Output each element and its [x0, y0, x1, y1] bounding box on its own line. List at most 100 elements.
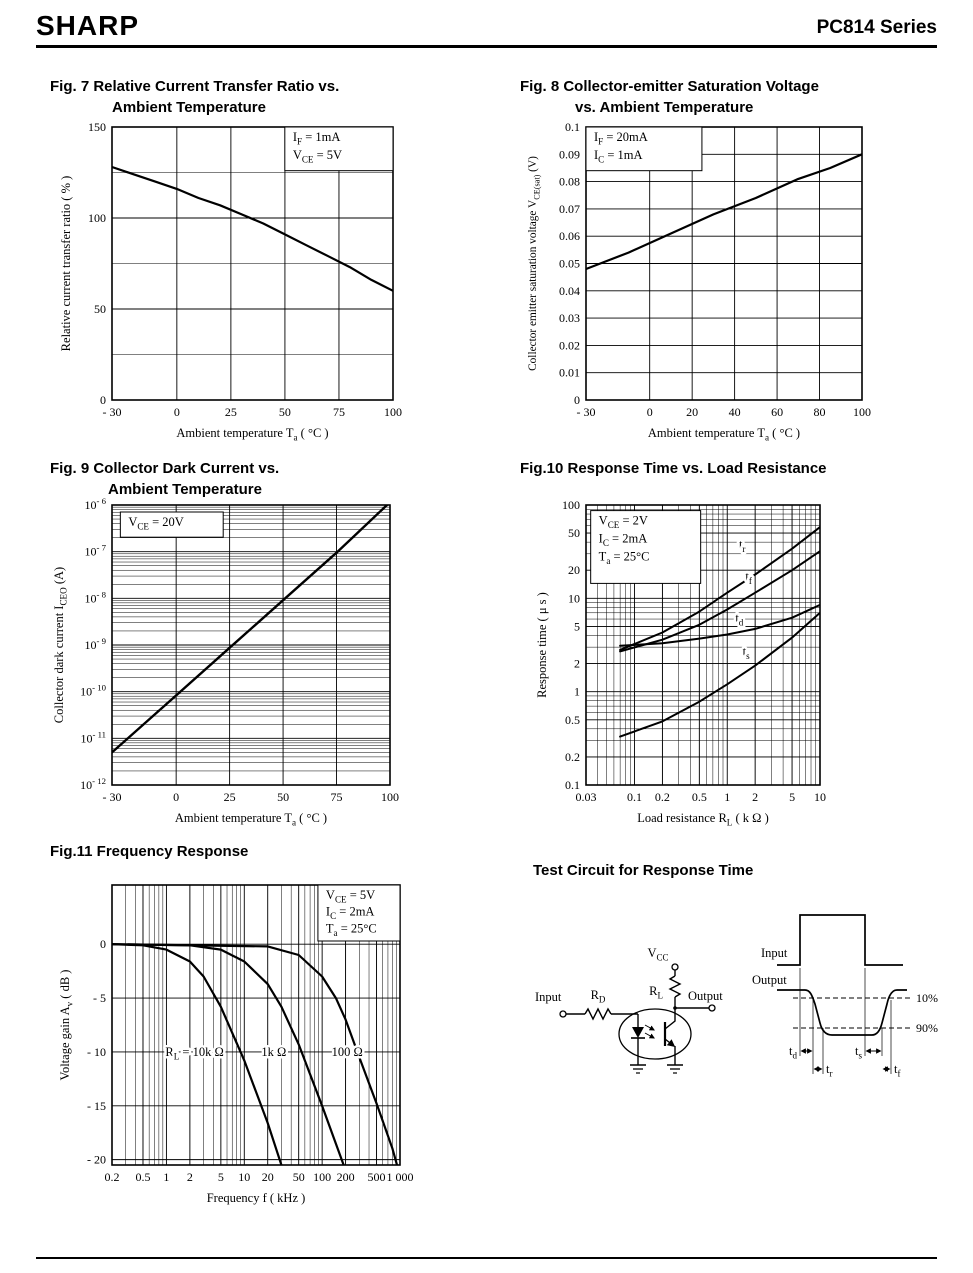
x-tick-label: 100 [853, 405, 871, 419]
y-tick-label: 0 [100, 937, 106, 951]
x-tick-label: 50 [279, 405, 291, 419]
x-tick-label: 20 [262, 1170, 274, 1184]
y-tick-label: 10- 9 [85, 636, 107, 652]
series-iceo [112, 505, 389, 754]
y-tick-label: 0.1 [565, 120, 580, 134]
condition-line: Ta = 25°C [599, 550, 650, 567]
x-tick-label: 0.2 [655, 790, 670, 804]
y-tick-label: 50 [568, 526, 580, 540]
y-tick-label: 0.2 [565, 750, 580, 764]
y-tick-label: - 20 [87, 1153, 106, 1167]
output-response-trace [777, 989, 907, 1036]
y-tick-label: 0.05 [559, 257, 580, 271]
x-tick-label: 10 [814, 790, 826, 804]
series-fall-time-tf [619, 550, 820, 653]
curve-label: 100 Ω [332, 1045, 363, 1059]
ts-label: ts [855, 1044, 862, 1061]
fig8-series [586, 153, 862, 271]
x-tick-label: 0.2 [105, 1170, 120, 1184]
test-circuit-title: Test Circuit for Response Time [533, 862, 754, 879]
condition-line: IC = 1mA [594, 148, 643, 165]
input-pulse-trace [777, 914, 903, 966]
input-label: Input [535, 990, 562, 1004]
fig11-series [112, 943, 399, 1165]
fig11-chart: 0.2 0.5 1 2 5 10 20 50 100 200 500 1 000 0 - 5 - 10 - 1… [58, 884, 414, 1205]
output-terminal [708, 1004, 716, 1012]
curve-label: tr [739, 538, 746, 555]
fig10-series [619, 526, 820, 738]
x-tick-label: 60 [771, 405, 783, 419]
fig11-title-line1: Fig.11 Frequency Response [50, 843, 249, 860]
y-tick-label: - 10 [87, 1045, 106, 1059]
x-tick-label: 0 [173, 790, 179, 804]
x-tick-label: - 30 [577, 405, 596, 419]
x-axis-title: Frequency f ( kHz ) [207, 1191, 306, 1205]
y-tick-label: - 15 [87, 1099, 106, 1113]
ground-icon-led [630, 1064, 646, 1074]
y-tick-label: 0.03 [559, 311, 580, 325]
x-tick-label: 40 [729, 405, 741, 419]
pct10-label: 10% [916, 991, 938, 1005]
fig9-title-line1: Fig. 9 Collector Dark Current vs. [50, 460, 280, 477]
x-tick-label: 1 [724, 790, 730, 804]
fig9-chart: - 30 0 25 50 75 100 10- 12 10- 11 10- 10 10- 9 10-… [52, 496, 399, 828]
fig7-title: Fig. 7 Relative Current Transfer Ratio v… [50, 76, 339, 118]
y-axis-title: Collector emitter saturation voltage VCE… [527, 156, 542, 371]
y-tick-label: 150 [88, 120, 106, 134]
input-terminal [559, 1010, 567, 1018]
y-tick-label: 0.5 [565, 713, 580, 727]
y-tick-label: 20 [568, 563, 580, 577]
series-rise-time-tr [619, 526, 820, 651]
phototransistor-emitter [664, 1038, 676, 1047]
fig8-title-line1: Fig. 8 Collector-emitter Saturation Volt… [520, 78, 819, 95]
x-tick-label: 500 [368, 1170, 386, 1184]
tr-label: tr [826, 1062, 832, 1079]
curve-label: tf [745, 570, 752, 587]
curve-label: td [735, 611, 743, 628]
pct90-label: 90% [916, 1021, 938, 1035]
y-tick-label: 0.01 [559, 366, 580, 380]
x-tick-label: - 30 [103, 405, 122, 419]
y-axis-title: Relative current transfer ratio ( % ) [59, 176, 73, 352]
fig10-title-line1: Fig.10 Response Time vs. Load Resistance [520, 460, 827, 477]
x-tick-label: 50 [277, 790, 289, 804]
y-tick-label: 0.04 [559, 284, 580, 298]
condition-line: IF = 20mA [594, 130, 648, 147]
condition-line: VCE = 20V [128, 515, 184, 532]
led-diode-icon [632, 1027, 644, 1038]
y-tick-label: 50 [94, 302, 106, 316]
x-tick-label: 0.1 [627, 790, 642, 804]
fig7-title-line2: Ambient Temperature [112, 99, 266, 116]
rl-resistor [668, 975, 682, 998]
tf-label: tf [894, 1062, 900, 1079]
fig9-title-line2: Ambient Temperature [108, 481, 262, 498]
x-tick-label: 100 [384, 405, 402, 419]
series-relative-ctr [112, 165, 393, 292]
conditions-box [284, 126, 394, 172]
series-storage-time-ts [619, 611, 820, 738]
curve-label: RL = 10k Ω [165, 1045, 223, 1062]
product-series-title: PC814 Series [816, 17, 937, 38]
series-delay-time-td [619, 603, 820, 647]
x-axis-title: Ambient temperature Ta ( °C ) [648, 426, 800, 443]
series-vce-sat [586, 153, 862, 271]
conditions-box [119, 511, 224, 538]
fig8-chart: - 30 0 20 40 60 80 10000.010.020.030.040.050.0… [527, 120, 871, 443]
fig10-title: Fig.10 Response Time vs. Load Resistance [520, 458, 827, 479]
y-tick-label: 5 [574, 619, 580, 633]
wave-input-label: Input [761, 946, 788, 960]
fig9-series [112, 505, 389, 754]
x-tick-label: 80 [814, 405, 826, 419]
x-axis-title: Load resistance RL ( k Ω ) [637, 811, 769, 828]
x-tick-label: 0.03 [576, 790, 597, 804]
x-tick-label: 0 [174, 405, 180, 419]
vcc-label: VCC [647, 946, 668, 963]
phototransistor-collector [664, 1008, 676, 1030]
y-tick-label: 0.08 [559, 175, 580, 189]
footer-rule [36, 1257, 937, 1259]
x-tick-label: 2 [752, 790, 758, 804]
y-tick-label: 10- 7 [85, 543, 107, 559]
condition-line: IC = 2mA [326, 905, 375, 922]
conditions-box [590, 510, 702, 584]
